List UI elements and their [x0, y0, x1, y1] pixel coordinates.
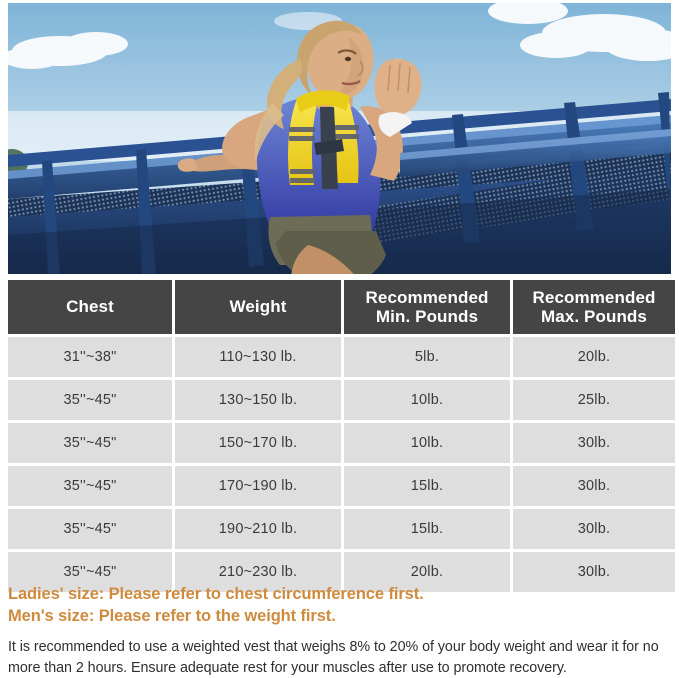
note-ladies-size: Ladies' size: Please refer to chest circ…: [8, 585, 424, 603]
column-header-max-pounds: Recommended Max. Pounds: [513, 280, 675, 334]
cell-chest: 31''~38": [8, 337, 172, 377]
cell-chest: 35''~45": [8, 509, 172, 549]
cell-min-pounds: 15lb.: [344, 509, 510, 549]
cell-max-pounds: 20lb.: [513, 337, 675, 377]
table-row: 35''~45" 150~170 lb. 10lb. 30lb.: [8, 423, 675, 463]
table-row: 31''~38" 110~130 lb. 5lb. 20lb.: [8, 337, 675, 377]
column-header-min-pounds-line1: Recommended: [365, 287, 489, 307]
table-header-row: Chest Weight Recommended Min. Pounds Rec…: [8, 280, 675, 334]
column-header-chest: Chest: [8, 280, 172, 334]
cell-min-pounds: 10lb.: [344, 423, 510, 463]
cell-chest: 35''~45": [8, 380, 172, 420]
cell-chest: 35''~45": [8, 423, 172, 463]
cell-min-pounds: 5lb.: [344, 337, 510, 377]
size-chart-table: Chest Weight Recommended Min. Pounds Rec…: [8, 280, 675, 592]
cell-min-pounds: 20lb.: [344, 552, 510, 592]
column-header-max-pounds-line1: Recommended: [532, 287, 656, 307]
cell-chest: 35''~45": [8, 552, 172, 592]
hero-illustration: [8, 3, 671, 274]
cell-max-pounds: 30lb.: [513, 466, 675, 506]
notes-section: Ladies' size: Please refer to chest circ…: [8, 584, 672, 678]
cell-max-pounds: 30lb.: [513, 509, 675, 549]
cell-chest: 35''~45": [8, 466, 172, 506]
cell-weight: 210~230 lb.: [175, 552, 341, 592]
table-row: 35''~45" 130~150 lb. 10lb. 25lb.: [8, 380, 675, 420]
cell-max-pounds: 30lb.: [513, 423, 675, 463]
column-header-max-pounds-line2: Max. Pounds: [541, 307, 647, 326]
cell-min-pounds: 15lb.: [344, 466, 510, 506]
hero-photo: [8, 3, 671, 274]
cell-weight: 170~190 lb.: [175, 466, 341, 506]
cell-min-pounds: 10lb.: [344, 380, 510, 420]
cell-max-pounds: 25lb.: [513, 380, 675, 420]
cell-weight: 130~150 lb.: [175, 380, 341, 420]
column-header-weight-label: Weight: [229, 297, 287, 317]
table-row: 35''~45" 170~190 lb. 15lb. 30lb.: [8, 466, 675, 506]
column-header-weight: Weight: [175, 280, 341, 334]
note-usage-recommendation: It is recommended to use a weighted vest…: [8, 638, 659, 676]
table-row: 35''~45" 190~210 lb. 15lb. 30lb.: [8, 509, 675, 549]
note-mens-size: Men's size: Please refer to the weight f…: [8, 606, 336, 625]
cell-weight: 150~170 lb.: [175, 423, 341, 463]
column-header-min-pounds: Recommended Min. Pounds: [344, 280, 510, 334]
column-header-min-pounds-line2: Min. Pounds: [375, 307, 479, 326]
cell-weight: 110~130 lb.: [175, 337, 341, 377]
cell-max-pounds: 30lb.: [513, 552, 675, 592]
table-row: 35''~45" 210~230 lb. 20lb. 30lb.: [8, 552, 675, 592]
column-header-chest-label: Chest: [66, 297, 114, 317]
cell-weight: 190~210 lb.: [175, 509, 341, 549]
